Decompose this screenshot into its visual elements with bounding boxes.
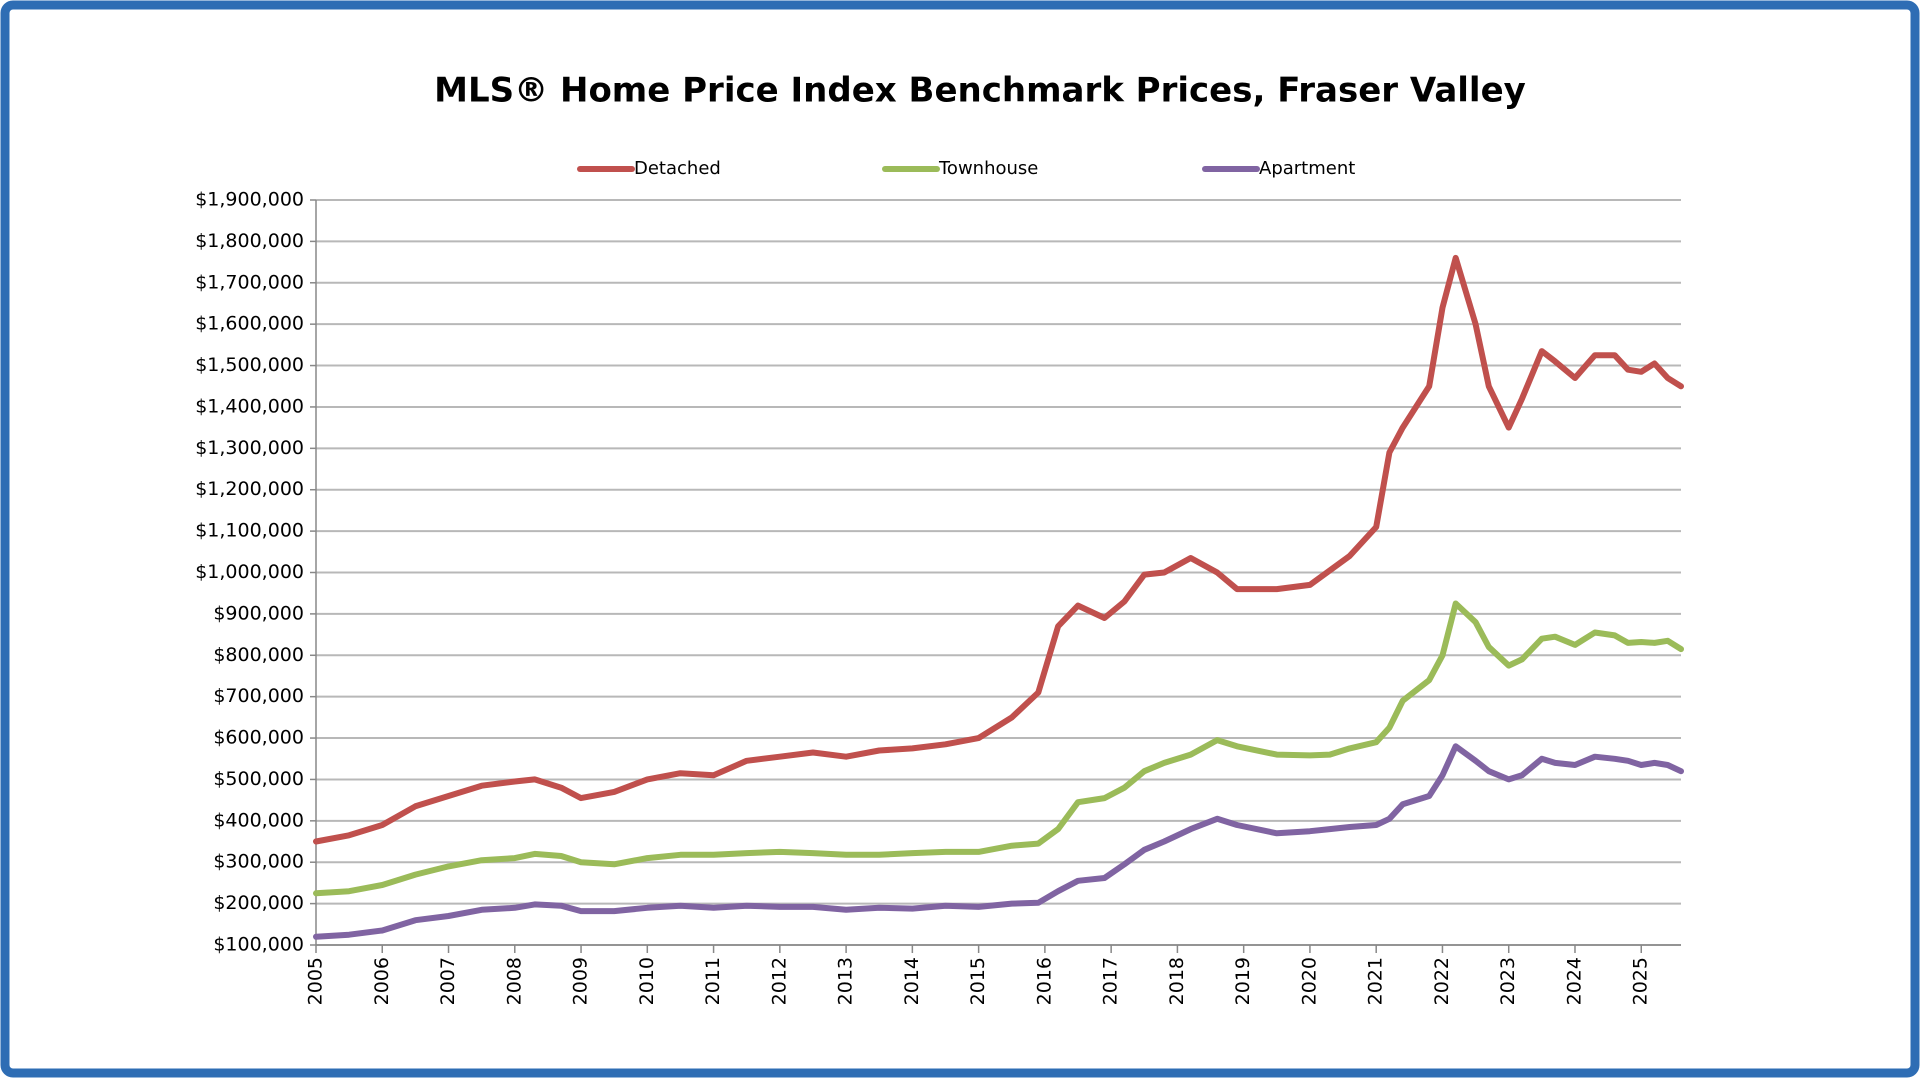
- x-tick-label: 2015: [967, 957, 989, 1005]
- y-tick-label: $1,000,000: [195, 561, 304, 583]
- y-tick-label: $1,200,000: [195, 478, 304, 500]
- legend-label: Townhouse: [938, 158, 1038, 179]
- y-tick-label: $1,600,000: [195, 313, 304, 335]
- x-tick-label: 2013: [835, 957, 857, 1005]
- x-tick-label: 2008: [503, 957, 525, 1005]
- x-tick-label: 2023: [1497, 957, 1519, 1005]
- x-tick-label: 2010: [636, 957, 658, 1005]
- y-tick-label: $800,000: [213, 644, 304, 666]
- y-tick-label: $1,500,000: [195, 354, 304, 376]
- y-tick-label: $1,800,000: [195, 230, 304, 252]
- y-tick-label: $600,000: [213, 727, 304, 749]
- y-tick-label: $1,700,000: [195, 271, 304, 293]
- chart-title: MLS® Home Price Index Benchmark Prices, …: [434, 71, 1526, 111]
- x-tick-label: 2007: [437, 957, 459, 1005]
- x-tick-label: 2017: [1100, 957, 1122, 1005]
- y-tick-label: $100,000: [213, 934, 304, 956]
- y-tick-label: $1,400,000: [195, 395, 304, 417]
- y-tick-label: $200,000: [213, 892, 304, 914]
- y-tick-label: $300,000: [213, 851, 304, 873]
- x-tick-label: 2005: [305, 957, 327, 1005]
- x-tick-label: 2020: [1298, 957, 1320, 1005]
- x-tick-label: 2022: [1431, 957, 1453, 1005]
- x-tick-label: 2012: [768, 957, 790, 1005]
- series-line: [313, 743, 1684, 940]
- legend-label: Apartment: [1259, 158, 1355, 179]
- x-tick-label: 2024: [1563, 957, 1585, 1005]
- legend-label: Detached: [634, 158, 721, 179]
- series-line: [313, 600, 1684, 897]
- y-tick-label: $400,000: [213, 809, 304, 831]
- x-tick-label: 2011: [702, 957, 724, 1005]
- x-tick-label: 2021: [1365, 957, 1387, 1005]
- y-tick-label: $900,000: [213, 602, 304, 624]
- x-tick-label: 2006: [371, 957, 393, 1005]
- x-tick-label: 2018: [1166, 957, 1188, 1005]
- y-tick-label: $1,900,000: [195, 189, 304, 211]
- x-tick-label: 2016: [1033, 957, 1055, 1005]
- y-tick-label: $1,100,000: [195, 520, 304, 542]
- y-tick-label: $500,000: [213, 768, 304, 790]
- series-line: [313, 254, 1684, 845]
- y-tick-label: $1,300,000: [195, 437, 304, 459]
- x-tick-label: 2019: [1232, 957, 1254, 1005]
- x-tick-label: 2014: [901, 957, 923, 1005]
- x-tick-label: 2025: [1630, 957, 1652, 1005]
- y-tick-label: $700,000: [213, 685, 304, 707]
- x-tick-label: 2009: [570, 957, 592, 1005]
